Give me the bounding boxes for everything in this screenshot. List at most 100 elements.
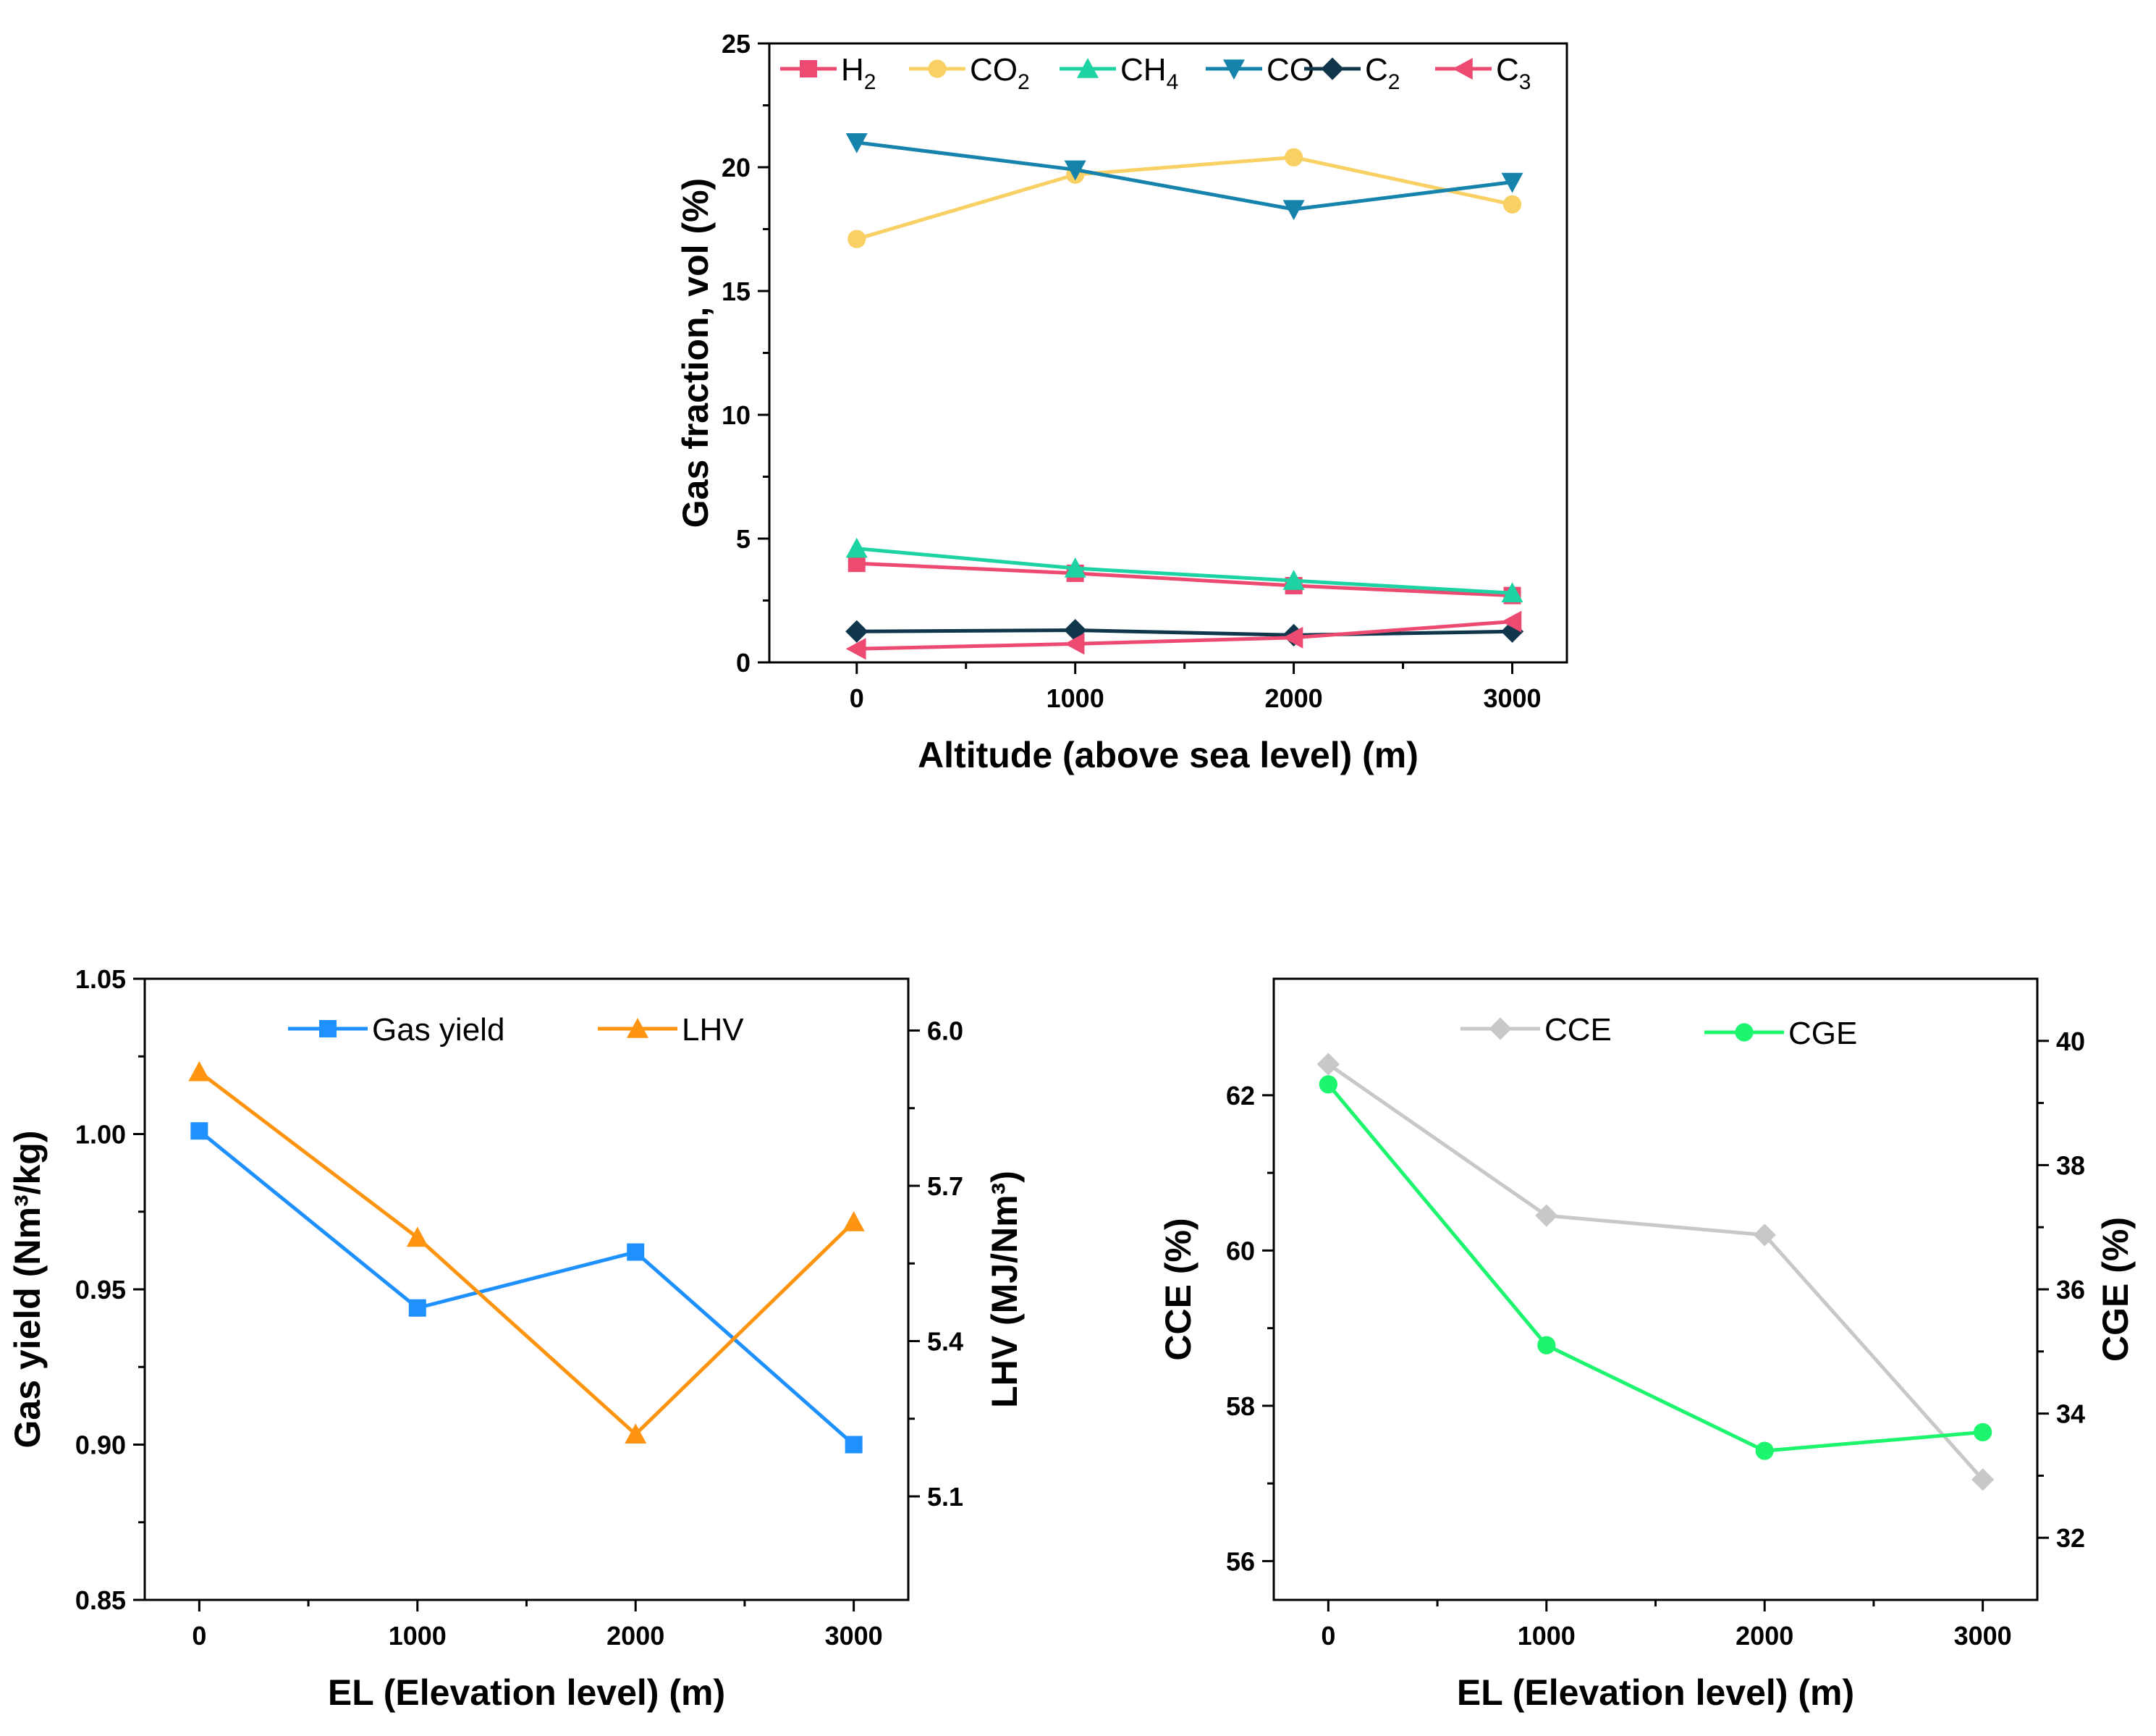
legend-item: CGE	[1704, 1016, 1857, 1051]
series-line-ch	[856, 547, 1513, 595]
y-tick-label: 58	[1226, 1391, 1255, 1421]
legend-marker	[1321, 57, 1344, 80]
legend-item: CH4	[1060, 52, 1178, 94]
data-point	[1971, 1468, 1995, 1491]
data-point	[842, 1211, 865, 1231]
data-point	[188, 1061, 211, 1082]
legend-item: H2	[780, 52, 876, 94]
x-axis-title: EL (Elevation level) (m)	[328, 1672, 725, 1713]
legend-marker	[1223, 59, 1245, 80]
x-tick-label: 1000	[1047, 683, 1104, 713]
series-line-cce	[1327, 1062, 1984, 1481]
y2-tick-label: 5.7	[927, 1171, 963, 1201]
legend-label: CO2	[970, 52, 1030, 94]
x-tick-label: 1000	[1518, 1621, 1576, 1651]
y-tick-label: 0.85	[75, 1585, 126, 1615]
data-point	[1755, 1441, 1774, 1460]
x-tick-label: 3000	[825, 1621, 883, 1651]
data-point	[845, 537, 868, 558]
data-point	[1501, 582, 1523, 602]
data-point	[190, 1122, 208, 1140]
y-tick-label: 5	[736, 524, 751, 554]
data-point	[1282, 626, 1303, 649]
legend-marker	[1453, 58, 1473, 80]
data-point	[845, 620, 868, 643]
data-point	[625, 1423, 647, 1444]
y-tick-label: 1.05	[75, 964, 126, 994]
x-tick-label: 2000	[606, 1621, 664, 1651]
y-tick-label: 0.95	[75, 1275, 126, 1305]
x-tick-label: 0	[850, 683, 864, 713]
plot-frame	[768, 42, 1568, 664]
data-point	[1753, 1223, 1776, 1247]
legend-label: CH4	[1120, 52, 1178, 94]
legend-label: CGE	[1788, 1016, 1857, 1051]
chart-gas-yield-lhv: 0 1000 2000 3000 0.85 0.90 0.95 1.00 1.05 5.1 5.4 5…	[7, 964, 1025, 1713]
legend-label: Gas yield	[372, 1012, 504, 1048]
x-axis-title: Altitude (above sea level) (m)	[918, 735, 1419, 775]
y-axis-title: Gas fraction, vol (%)	[675, 178, 716, 528]
y-axis-title: CCE (%)	[1158, 1218, 1199, 1360]
y-tick-label: 1.00	[75, 1120, 126, 1150]
legend-marker	[800, 60, 817, 77]
x-tick-label: 1000	[389, 1621, 447, 1651]
data-point	[1535, 1204, 1558, 1227]
data-point	[847, 229, 866, 248]
data-point	[845, 638, 866, 660]
data-point	[1502, 195, 1522, 214]
legend-label-subscript: 2	[1388, 70, 1400, 94]
x-tick-label: 2000	[1736, 1621, 1793, 1651]
chart-gas-composition: 0 1000 2000 3000 0 5 10 15 20 25 Altitude (above s…	[675, 29, 1568, 775]
legend-item: CCE	[1460, 1012, 1612, 1048]
y-tick-label: 10	[722, 400, 751, 430]
data-point	[1064, 557, 1086, 578]
y2-tick-label: 5.1	[927, 1482, 963, 1512]
y-tick-label: 15	[722, 277, 751, 306]
legend-marker	[627, 1018, 648, 1038]
series-line-gas-yield	[198, 1129, 855, 1446]
y-tick-label: 20	[722, 153, 751, 182]
y2-tick-label: 32	[2056, 1523, 2085, 1553]
data-point	[1285, 148, 1303, 167]
legend-marker	[1077, 58, 1099, 78]
y-tick-label: 0.90	[75, 1430, 126, 1460]
data-point	[1282, 570, 1305, 590]
data-point	[845, 133, 868, 153]
y2-tick-label: 40	[2056, 1027, 2085, 1056]
data-point	[1319, 1075, 1337, 1094]
data-point	[408, 1299, 426, 1317]
x-tick-label: 3000	[1954, 1621, 2012, 1651]
data-point	[1537, 1336, 1556, 1354]
x-tick-label: 3000	[1483, 683, 1541, 713]
data-point	[627, 1243, 645, 1261]
legend-label: CCE	[1544, 1012, 1612, 1048]
data-point	[1316, 1053, 1340, 1076]
data-point	[406, 1226, 428, 1247]
y-tick-label: 60	[1226, 1236, 1255, 1265]
plot-frame	[143, 977, 910, 1601]
legend-item: C2	[1304, 52, 1400, 94]
legend-marker	[1489, 1017, 1512, 1040]
series-line-lhv	[198, 1070, 855, 1436]
y-tick-label: 56	[1226, 1546, 1255, 1576]
x-tick-label: 2000	[1265, 683, 1323, 713]
y-tick-label: 62	[1226, 1081, 1255, 1111]
legend-label-subscript: 2	[864, 70, 876, 94]
legend-label-subscript: 3	[1519, 70, 1531, 94]
legend-item: CO	[1206, 52, 1314, 88]
legend-item: Gas yield	[288, 1012, 504, 1048]
plot-frame	[1272, 977, 2039, 1601]
x-tick-label: 0	[1321, 1621, 1335, 1651]
legend-label-subscript: 2	[1018, 70, 1030, 94]
data-point	[1501, 172, 1523, 193]
y2-tick-label: 6.0	[927, 1016, 963, 1046]
legend-label: C2	[1365, 52, 1400, 94]
legend-label-subscript: 4	[1167, 70, 1179, 94]
y-axis-title: Gas yield (Nm³/kg)	[7, 1131, 48, 1449]
data-point	[1501, 610, 1522, 633]
data-point	[1064, 633, 1085, 655]
series-line-co	[856, 155, 1513, 241]
legend-item: LHV	[598, 1012, 744, 1048]
y2-tick-label: 38	[2056, 1150, 2085, 1180]
